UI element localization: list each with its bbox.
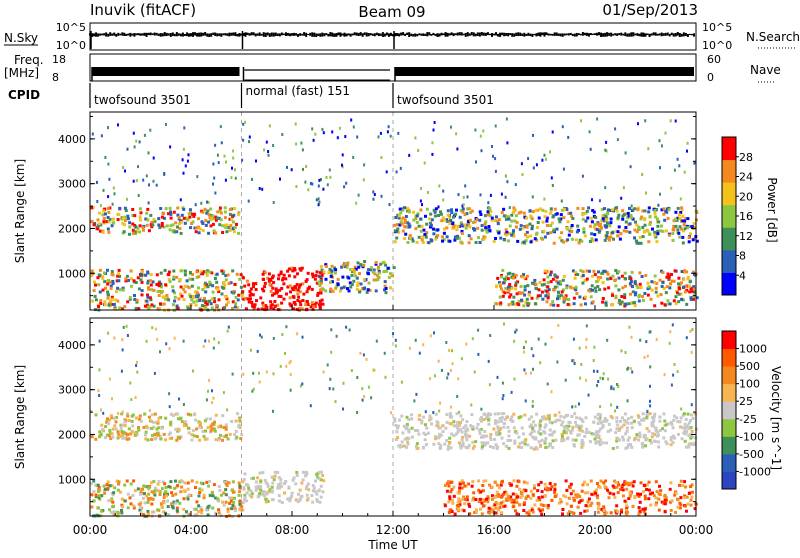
cpid-segment-label: twofsound 3501	[397, 93, 494, 107]
velocity-ytick: 1000	[58, 473, 86, 486]
power-colorbar-tick: 12	[739, 230, 753, 243]
velocity-panel: 1000 2000 3000 4000 00:00 04:00 08:00 12:00 16:…	[13, 305, 783, 552]
velocity-colorbar-swatch	[722, 401, 736, 420]
cpid-panel: CPID twofsound 3501 normal (fast) 151 twof…	[8, 83, 494, 108]
time-axis-label: Time UT	[367, 538, 418, 552]
velocity-colorbar-tick: -1000	[739, 465, 771, 478]
velocity-ytick: 2000	[58, 428, 86, 441]
power-colorbar-swatch	[722, 159, 736, 183]
velocity-colorbar-tick: 1000	[739, 343, 767, 356]
velocity-colorbar-swatch	[722, 418, 736, 437]
nave-tick-bottom: 0	[707, 71, 714, 84]
velocity-colorbar-swatch	[722, 436, 736, 455]
nsearch-tick-bottom: 10^0	[702, 39, 732, 52]
velocity-colorbar-swatch	[722, 471, 736, 490]
velocity-colorbar-swatch	[722, 331, 736, 350]
power-colorbar-tick: 4	[739, 269, 746, 282]
velocity-ytick: 3000	[58, 384, 86, 397]
power-colorbar-label: Power [dB]	[765, 177, 779, 242]
nsky-tick-top: 10^5	[56, 21, 86, 34]
velocity-colorbar-swatch	[722, 366, 736, 385]
nave-tick-top: 60	[707, 53, 721, 66]
power-colorbar-tick: 8	[739, 250, 746, 263]
time-tick-label: 04:00	[174, 523, 209, 537]
power-colorbar-swatch	[722, 204, 736, 228]
time-tick-label: 00:00	[679, 523, 714, 537]
nsky-tick-bottom: 10^0	[56, 39, 86, 52]
power-colorbar-swatch	[722, 249, 736, 273]
power-ytick: 1000	[58, 267, 86, 280]
velocity-colorbar-label: Velocity [m s^-1]	[769, 366, 783, 470]
beam-title: Beam 09	[358, 3, 425, 21]
power-ytick: 4000	[58, 133, 86, 146]
time-tick-label: 12:00	[376, 523, 411, 537]
velocity-ylabel: Slant Range [km]	[13, 365, 27, 469]
nave-label: Nave	[750, 63, 781, 77]
power-colorbar-tick: 24	[739, 171, 753, 184]
velocity-colorbar-swatch	[722, 453, 736, 472]
freq-label: Freq.	[14, 53, 44, 67]
velocity-colorbar-tick: -25	[739, 413, 757, 426]
nsky-label: N.Sky	[4, 31, 38, 45]
power-colorbar-swatch	[722, 227, 736, 251]
velocity-ytick: 4000	[58, 339, 86, 352]
nsearch-tick-top: 10^5	[702, 21, 732, 34]
velocity-colorbar-tick: -100	[739, 430, 764, 443]
velocity-colorbar-tick: 25	[739, 395, 753, 408]
velocity-colorbar-label-text: Velocity [m s^-1]	[769, 366, 783, 470]
freq-panel: Freq. [MHz] 18 8 60 0 Nave	[4, 53, 781, 84]
velocity-colorbar-tick: -500	[739, 448, 764, 461]
freq-tick-top: 18	[52, 53, 66, 66]
velocity-colorbar-swatch	[722, 383, 736, 402]
freq-trace	[91, 67, 694, 81]
nsearch-label: N.Search	[746, 30, 800, 44]
cpid-label: CPID	[8, 88, 40, 102]
power-ytick: 3000	[58, 178, 86, 191]
power-colorbar-swatch	[722, 182, 736, 206]
power-colorbar-tick: 16	[739, 210, 753, 223]
time-tick-label: 16:00	[477, 523, 512, 537]
nsky-trace	[89, 31, 695, 49]
power-colorbar-swatch	[722, 137, 736, 161]
power-colorbar: 28 24 20 16 12 8 4	[721, 136, 753, 296]
station-title: Inuvik (fitACF)	[90, 1, 196, 19]
velocity-data	[90, 318, 698, 518]
nsky-panel: N.Sky 10^5 10^0 10^5 10^0 N.Search	[4, 21, 800, 52]
time-tick-label: 00:00	[73, 523, 108, 537]
freq-unit: [MHz]	[4, 66, 39, 80]
time-tick-label: 20:00	[578, 523, 613, 537]
power-panel: 1000 2000 3000 4000 Slant Range [km] 28 24 20…	[13, 111, 779, 312]
date-title: 01/Sep/2013	[602, 1, 698, 19]
power-colorbar-tick: 20	[739, 190, 753, 203]
freq-tick-bottom: 8	[52, 71, 59, 84]
velocity-colorbar-swatch	[722, 348, 736, 367]
power-colorbar-swatch	[722, 272, 736, 296]
cpid-segment-label: twofsound 3501	[94, 93, 191, 107]
time-tick-label: 08:00	[275, 523, 310, 537]
power-ytick: 2000	[58, 222, 86, 235]
velocity-colorbar: 1000 500 100 25 -25 -100 -500 -1000	[721, 330, 771, 490]
velocity-colorbar-tick: 100	[739, 378, 760, 391]
power-colorbar-tick: 28	[739, 151, 753, 164]
power-ylabel: Slant Range [km]	[13, 159, 27, 263]
velocity-colorbar-tick: 500	[739, 360, 760, 373]
cpid-segment-label: normal (fast) 151	[246, 84, 350, 98]
